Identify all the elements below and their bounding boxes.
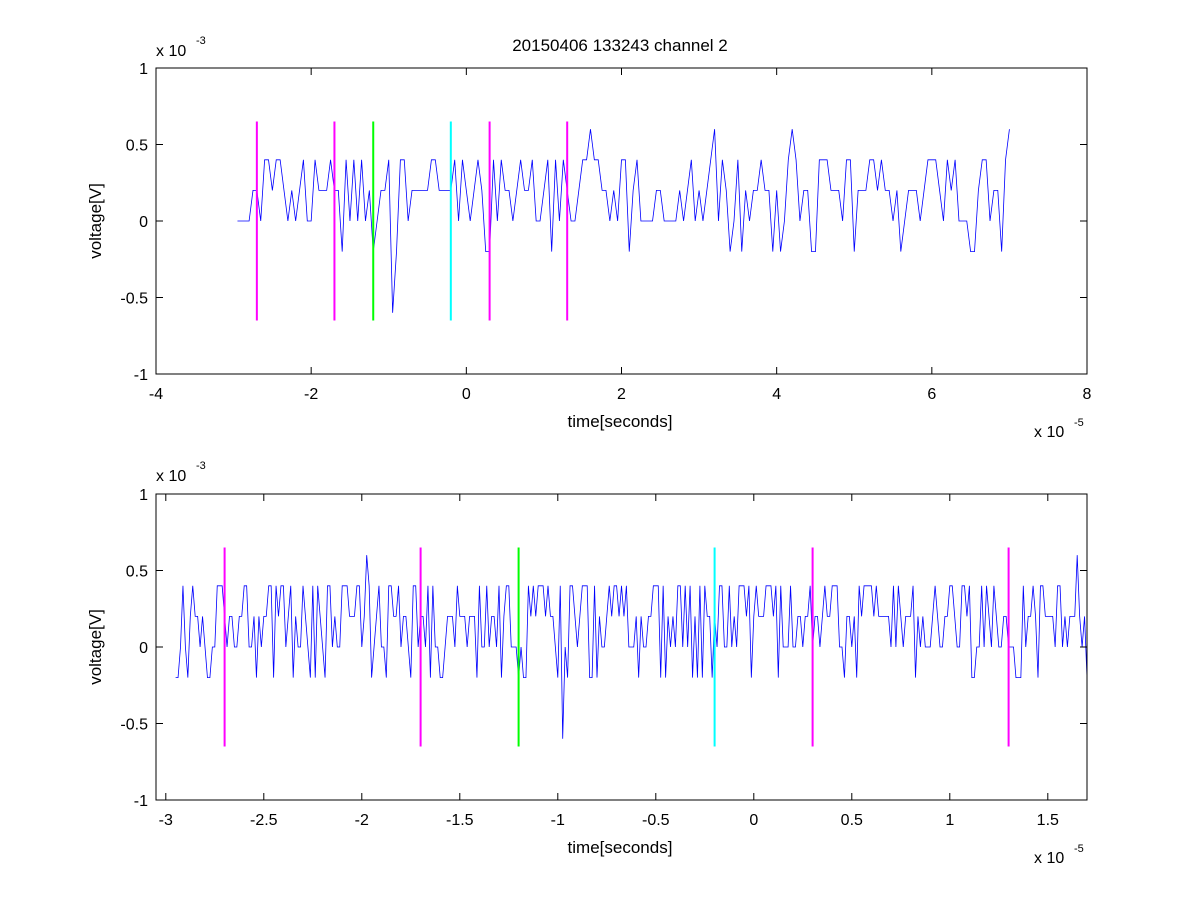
bottom-y-exponent: x 10 -3: [156, 460, 206, 485]
voltage-series-line: [237, 129, 1010, 313]
y-tick-label: 0: [139, 214, 148, 231]
x-tick-label: 0.5: [841, 812, 863, 829]
x-tick-label: -4: [149, 386, 163, 403]
top-x-axis-label: time[seconds]: [568, 412, 673, 431]
y-tick-label: 0.5: [126, 138, 148, 155]
top-x-exponent-value: -5: [1074, 417, 1084, 429]
y-tick-label: 1: [139, 487, 148, 504]
x-tick-label: -2: [304, 386, 318, 403]
x-tick-label: -0.5: [642, 812, 670, 829]
y-tick-label: -1: [134, 793, 148, 810]
top-x-multiplier: x 10: [1034, 424, 1064, 441]
y-tick-label: -1: [134, 367, 148, 384]
top-x-tick-labels: -4 -2 0 2 4 6 8: [149, 386, 1092, 403]
x-tick-label: 1.5: [1037, 812, 1059, 829]
bottom-y-exponent-value: -3: [196, 460, 206, 472]
bottom-marker-layer: [223, 547, 1010, 747]
x-tick-label: -1.5: [446, 812, 474, 829]
x-tick-label: 2: [617, 386, 626, 403]
top-y-multiplier: x 10: [156, 43, 186, 60]
top-x-exponent: x 10 -5: [1034, 417, 1084, 441]
y-tick-label: -0.5: [120, 717, 148, 734]
bottom-x-exponent: x 10 -5: [1034, 843, 1084, 867]
bottom-x-multiplier: x 10: [1034, 850, 1064, 867]
y-tick-label: 1: [139, 61, 148, 78]
top-y-exponent-value: -3: [196, 35, 206, 47]
x-tick-label: 0: [749, 812, 758, 829]
bottom-x-axis-label: time[seconds]: [568, 838, 673, 857]
top-chart-title: 20150406 133243 channel 2: [512, 36, 728, 55]
top-marker-layer: [255, 121, 569, 321]
bottom-y-multiplier: x 10: [156, 468, 186, 485]
bottom-series-layer: [175, 555, 1088, 739]
top-y-exponent: x 10 -3: [156, 35, 206, 60]
bottom-axes-box: [155, 493, 1088, 801]
x-tick-label: 4: [772, 386, 781, 403]
top-y-axis-label: voltage[V]: [86, 183, 105, 259]
top-axes-box: [155, 67, 1088, 375]
top-series-layer: [237, 129, 1010, 313]
top-plot-area: [155, 67, 1088, 375]
top-subplot: 20150406 133243 channel 2 x 10 -3 -4 -2 0 2…: [86, 35, 1092, 441]
bottom-x-tick-labels: -3 -2.5 -2 -1.5 -1 -0.5 0 0.5 1 1.5: [159, 812, 1059, 829]
x-tick-label: -2.5: [250, 812, 278, 829]
y-tick-label: 0.5: [126, 564, 148, 581]
x-tick-label: 6: [927, 386, 936, 403]
bottom-subplot: x 10 -3 -3 -2.5 -2 -1.5 -1 -0.5 0 0.5 1 1.5 -1 -0.…: [86, 460, 1088, 867]
bottom-plot-area: [155, 493, 1088, 801]
bottom-x-exponent-value: -5: [1074, 843, 1084, 855]
y-tick-label: 0: [139, 640, 148, 657]
x-tick-label: 8: [1083, 386, 1092, 403]
voltage-series-line: [175, 555, 1088, 739]
x-tick-label: -3: [159, 812, 173, 829]
x-tick-label: -1: [551, 812, 565, 829]
bottom-y-tick-labels: -1 -0.5 0 0.5 1: [120, 487, 148, 810]
x-tick-label: 1: [945, 812, 954, 829]
top-y-tick-labels: -1 -0.5 0 0.5 1: [120, 61, 148, 384]
y-tick-label: -0.5: [120, 291, 148, 308]
bottom-axis-ticks: [156, 493, 1087, 801]
x-tick-label: -2: [355, 812, 369, 829]
x-tick-label: 0: [462, 386, 471, 403]
bottom-y-axis-label: voltage[V]: [86, 609, 105, 685]
